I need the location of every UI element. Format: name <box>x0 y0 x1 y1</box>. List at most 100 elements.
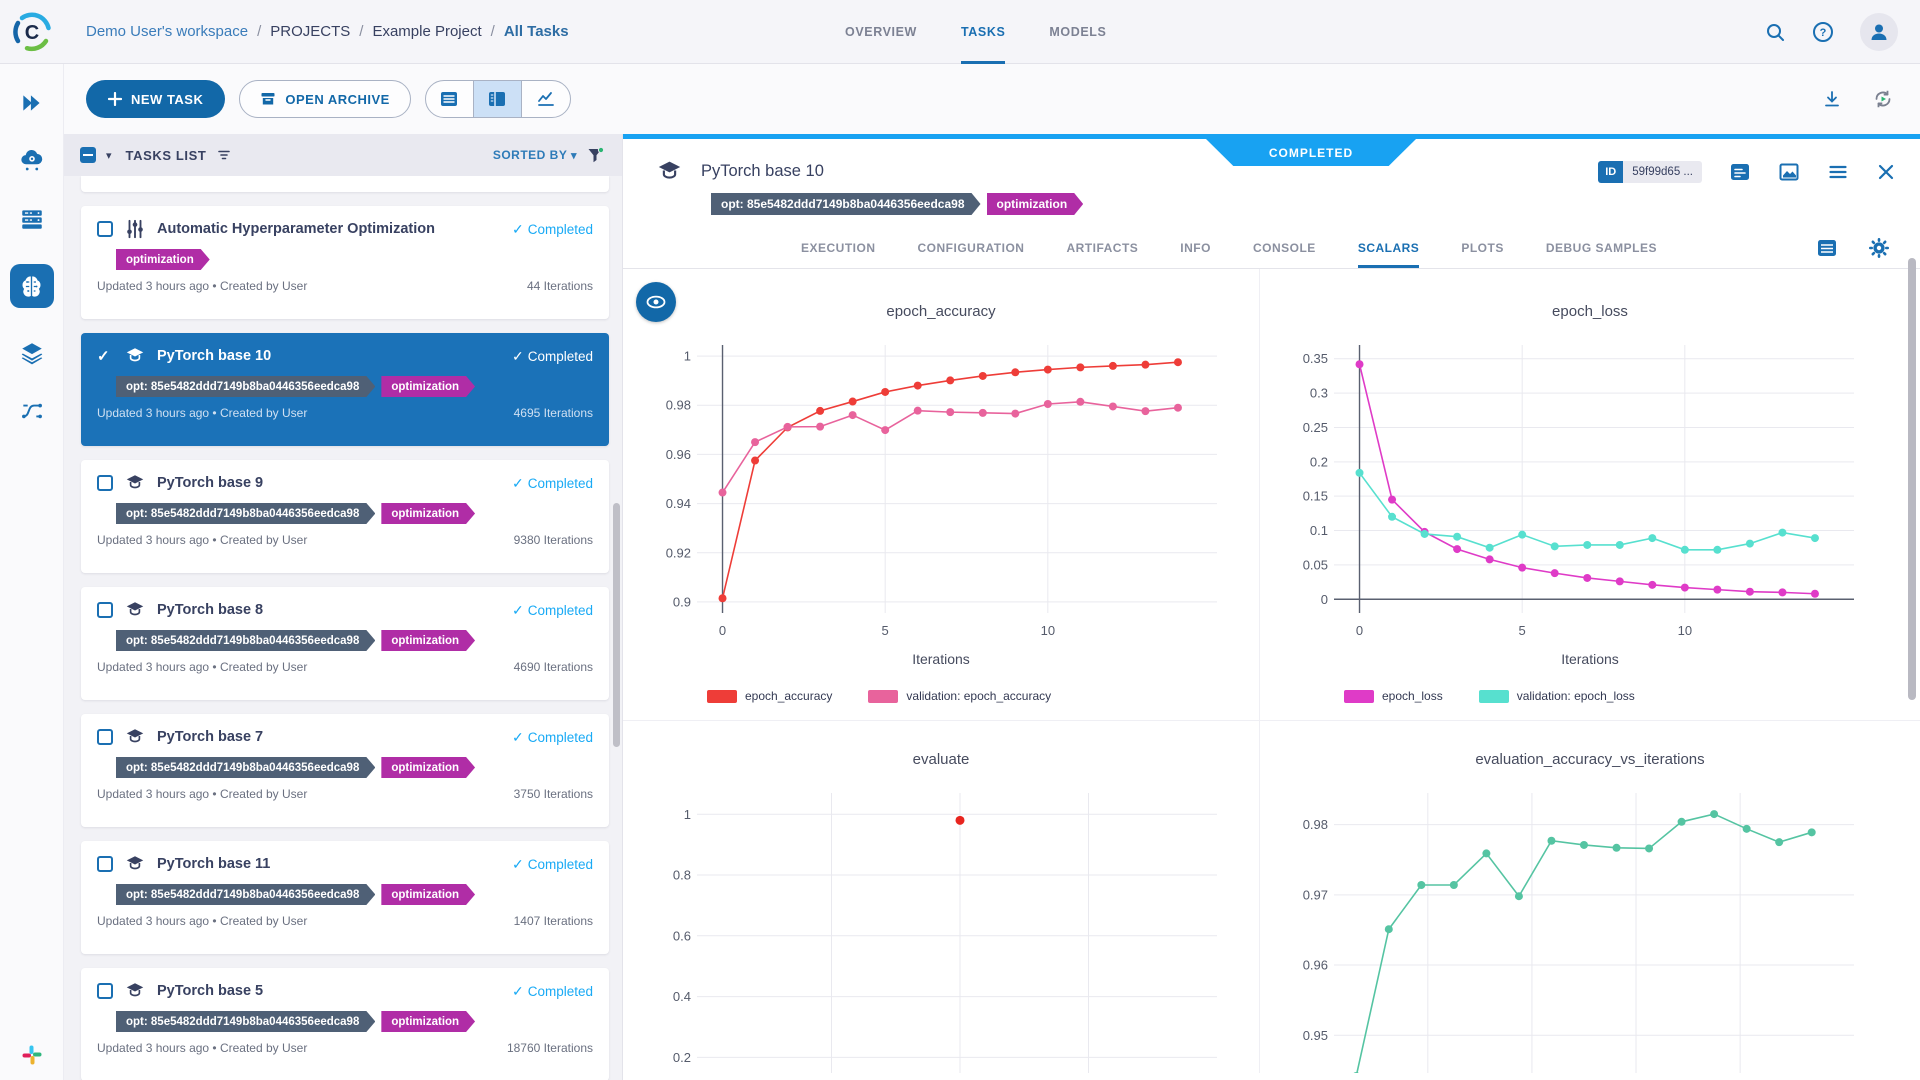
optimization-tag: optimization <box>381 630 475 651</box>
svg-text:0.05: 0.05 <box>1303 557 1328 572</box>
opt-hash-tag: opt: 85e5482ddd7149b8ba0446356eedca98 <box>116 503 375 524</box>
task-checkbox[interactable] <box>97 475 113 491</box>
hide-metrics-eye-button[interactable] <box>636 282 676 322</box>
breadcrumb-projects[interactable]: PROJECTS <box>270 23 351 40</box>
legend-swatch <box>707 689 737 703</box>
task-card[interactable]: ✓ PyTorch base 8 ✓Completed opt: 85e5482… <box>81 587 609 700</box>
table-view-toggle[interactable] <box>426 81 474 117</box>
menu-icon[interactable] <box>1827 161 1849 183</box>
task-checkbox[interactable] <box>97 729 113 745</box>
task-card[interactable]: ✓ PyTorch base 11 ✓Completed opt: 85e548… <box>81 841 609 954</box>
toolbar-right-icons <box>1822 88 1894 110</box>
task-iterations: 1407 Iterations <box>513 914 593 928</box>
task-card-partial[interactable] <box>81 176 609 192</box>
chart-epoch-loss: epoch_loss 0 0.05 0.1 0.15 0.2 0.25 0.3 0.35 0 5 1… <box>1259 269 1920 721</box>
task-details-icon[interactable] <box>1729 161 1751 183</box>
task-checkbox[interactable] <box>97 602 113 618</box>
search-icon[interactable] <box>1765 22 1786 43</box>
task-card[interactable]: ✓ Automatic Hyperparameter Optimization … <box>81 206 609 319</box>
optimization-tag: optimization <box>381 1011 475 1032</box>
chart-view-icon <box>537 92 554 106</box>
breadcrumb-project[interactable]: Example Project <box>372 23 482 40</box>
clearml-logo[interactable]: C <box>0 0 64 64</box>
tasks-list-scrollbar[interactable] <box>613 503 620 747</box>
svg-text:0.97: 0.97 <box>1303 887 1328 902</box>
workers-queues-icon[interactable] <box>19 206 45 232</box>
svg-text:10: 10 <box>1678 623 1692 638</box>
task-card[interactable]: ✓ PyTorch base 5 ✓Completed opt: 85e5482… <box>81 968 609 1080</box>
tab-tasks[interactable]: TASKS <box>960 0 1006 64</box>
expand-rail-icon[interactable] <box>19 90 45 116</box>
select-dropdown-caret[interactable]: ▾ <box>106 149 112 162</box>
opt-hash-tag: opt: 85e5482ddd7149b8ba0446356eedca98 <box>711 193 981 215</box>
select-all-checkbox[interactable] <box>80 147 96 163</box>
legend-item[interactable]: epoch_loss <box>1344 689 1443 703</box>
legend-item[interactable]: validation: epoch_loss <box>1478 689 1635 703</box>
tab-overview[interactable]: OVERVIEW <box>845 25 917 39</box>
metrics-table-icon[interactable] <box>1816 237 1838 259</box>
dtab-info[interactable]: INFO <box>1180 240 1211 255</box>
chart-view-toggle[interactable] <box>522 81 570 117</box>
close-icon[interactable] <box>1876 162 1896 182</box>
new-task-button[interactable]: NEW TASK <box>86 80 226 118</box>
autoscalers-icon[interactable] <box>19 148 45 174</box>
scalars-charts-grid: epoch_accuracy 0.9 0.92 0.94 0.96 0.98 1 0 5 10 … <box>623 269 1920 1073</box>
auto-refresh-icon[interactable] <box>1872 88 1894 110</box>
task-card[interactable]: ✓ PyTorch base 9 ✓Completed opt: 85e5482… <box>81 460 609 573</box>
task-checkbox[interactable] <box>97 983 113 999</box>
breadcrumb-all-tasks[interactable]: All Tasks <box>503 23 569 40</box>
svg-text:0: 0 <box>1321 592 1328 607</box>
split-view-toggle[interactable] <box>473 81 522 117</box>
task-card[interactable]: ✓ PyTorch base 10 ✓ Completed opt: 85e548… <box>81 333 609 446</box>
settings-gear-icon[interactable] <box>1868 237 1890 259</box>
dtab-configuration[interactable]: CONFIGURATION <box>917 240 1025 255</box>
datasets-icon[interactable] <box>19 340 45 366</box>
download-icon[interactable] <box>1822 89 1842 109</box>
task-status: ✓ Completed <box>511 855 593 872</box>
task-meta: Updated 3 hours ago • Created by User <box>97 914 308 928</box>
task-id-chip[interactable]: ID 59f99d65 ... <box>1598 160 1702 183</box>
dtab-plots[interactable]: PLOTS <box>1461 240 1504 255</box>
task-iterations: 4695 Iterations <box>513 406 593 420</box>
image-preview-icon[interactable] <box>1778 161 1800 183</box>
chart-xlabel: Iterations <box>912 651 970 667</box>
svg-text:0.2: 0.2 <box>673 1050 691 1065</box>
dtab-scalars[interactable]: SCALARS <box>1357 227 1420 268</box>
breadcrumb-separator: / <box>359 23 364 40</box>
svg-text:0.2: 0.2 <box>1310 454 1328 469</box>
filter-icon[interactable] <box>587 146 604 164</box>
svg-text:0.15: 0.15 <box>1303 489 1328 504</box>
detail-panel-scrollbar[interactable] <box>1908 258 1916 700</box>
avatar[interactable] <box>1860 13 1898 51</box>
dtab-artifacts[interactable]: ARTIFACTS <box>1066 240 1139 255</box>
sort-list-icon[interactable] <box>216 147 232 163</box>
breadcrumb-workspace[interactable]: Demo User's workspace <box>86 23 249 40</box>
sorted-by-button[interactable]: SORTED BY ▾ <box>492 148 577 162</box>
task-iterations: 18760 Iterations <box>506 1041 593 1055</box>
task-card[interactable]: ✓ PyTorch base 7 ✓Completed opt: 85e5482… <box>81 714 609 827</box>
slack-icon[interactable] <box>0 1044 64 1066</box>
tab-models[interactable]: MODELS <box>1049 25 1107 39</box>
plus-icon <box>108 92 122 106</box>
task-checkbox[interactable] <box>97 221 113 237</box>
svg-text:0.1: 0.1 <box>1310 523 1328 538</box>
tasks-list-panel: ▾ TASKS LIST SORTED BY ▾ ✓ <box>64 134 622 1080</box>
user-icon <box>1871 24 1887 40</box>
dtab-execution[interactable]: EXECUTION <box>801 240 876 255</box>
projects-nav-selected[interactable] <box>9 264 54 308</box>
svg-text:0.4: 0.4 <box>673 989 691 1004</box>
task-iterations: 9380 Iterations <box>513 533 593 547</box>
legend-item[interactable]: validation: epoch_accuracy <box>868 689 1051 703</box>
pipelines-icon[interactable] <box>19 398 45 424</box>
svg-text:0.9: 0.9 <box>673 594 691 609</box>
dtab-console[interactable]: CONSOLE <box>1252 240 1316 255</box>
dtab-debug-samples[interactable]: DEBUG SAMPLES <box>1545 240 1658 255</box>
open-archive-button[interactable]: OPEN ARCHIVE <box>239 80 411 118</box>
brain-icon <box>22 275 41 297</box>
help-icon[interactable]: ? <box>1812 21 1834 43</box>
legend-item[interactable]: epoch_accuracy <box>707 689 832 703</box>
opt-hash-tag: opt: 85e5482ddd7149b8ba0446356eedca98 <box>116 884 375 905</box>
task-checkbox[interactable] <box>97 856 113 872</box>
svg-text:0.3: 0.3 <box>1310 386 1328 401</box>
svg-text:0.6: 0.6 <box>673 928 691 943</box>
